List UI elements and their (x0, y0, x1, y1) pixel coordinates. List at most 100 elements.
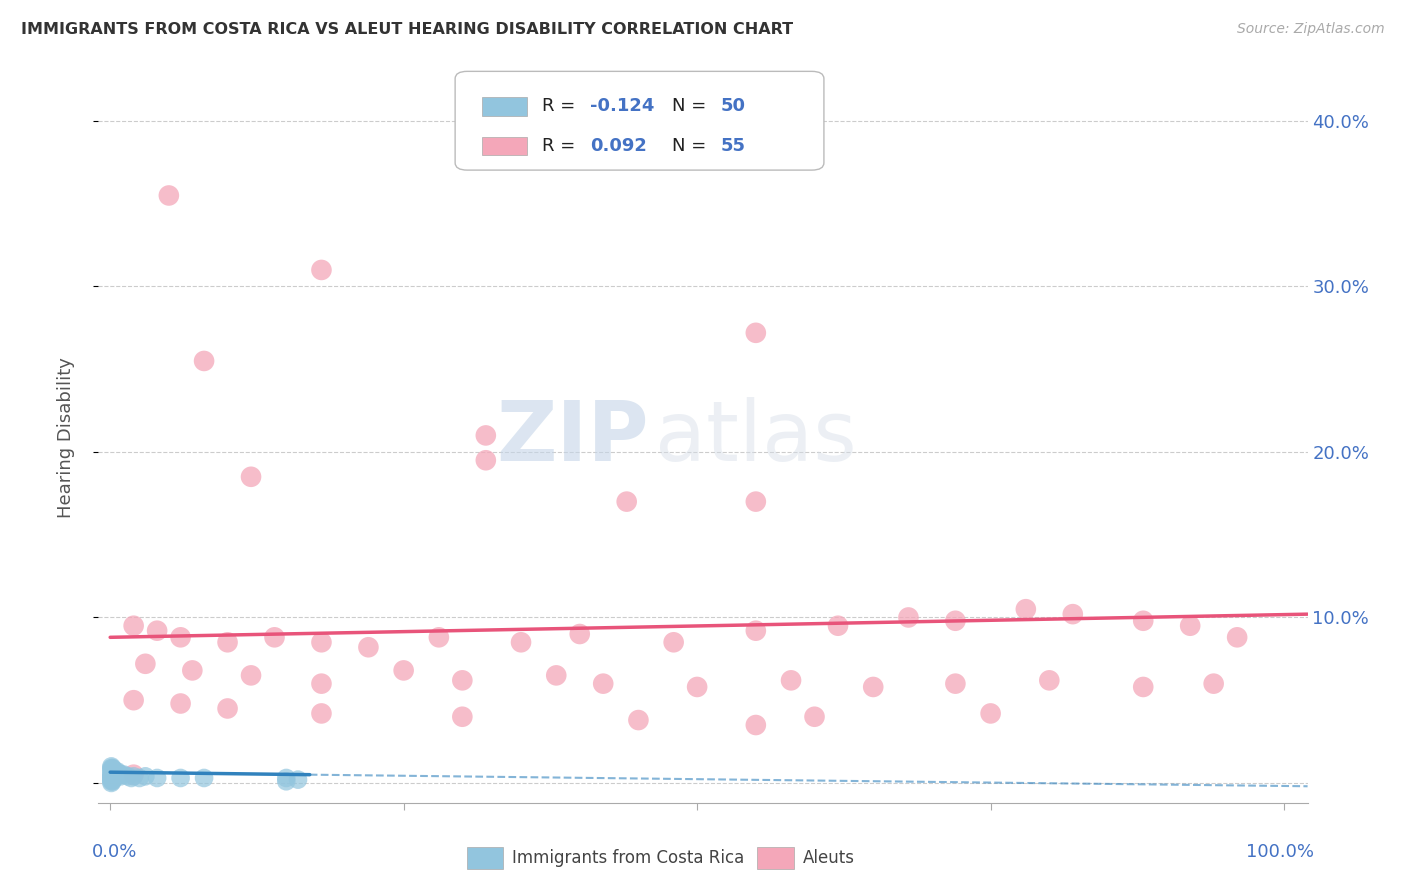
Point (100, 776, 122, 790)
Point (592, 676, 614, 690)
Point (100, 771, 122, 785)
Point (112, 767, 135, 781)
Text: Aleuts: Aleuts (803, 848, 855, 867)
Point (104, 767, 127, 781)
Point (157, 188, 180, 202)
Point (111, 767, 134, 781)
Point (100, 767, 122, 781)
Point (103, 771, 125, 785)
Point (117, 769, 139, 783)
Point (100, 774, 122, 789)
Point (263, 630, 285, 644)
Point (181, 664, 204, 678)
Point (1062, 607, 1084, 622)
Point (311, 676, 333, 690)
Point (100, 772, 122, 787)
Point (134, 769, 156, 783)
Point (105, 767, 128, 781)
Point (122, 769, 145, 783)
Text: Immigrants from Costa Rica: Immigrants from Costa Rica (512, 848, 744, 867)
Point (100, 761, 122, 775)
Point (103, 763, 125, 777)
Point (100, 759, 122, 773)
Point (1015, 602, 1038, 616)
Point (311, 263, 333, 277)
Text: 100.0%: 100.0% (1246, 843, 1313, 861)
Text: Source: ZipAtlas.com: Source: ZipAtlas.com (1237, 22, 1385, 37)
Point (980, 706, 1002, 721)
Point (128, 771, 150, 785)
Point (101, 764, 124, 779)
Point (945, 614, 967, 628)
Point (745, 326, 768, 340)
Point (101, 767, 124, 781)
Point (686, 680, 709, 694)
Point (803, 710, 825, 724)
Point (105, 766, 128, 780)
Text: N =: N = (672, 137, 713, 155)
Point (104, 769, 127, 783)
Point (146, 624, 169, 638)
Point (451, 673, 474, 688)
Point (120, 771, 142, 785)
Point (945, 676, 967, 690)
Point (100, 763, 122, 777)
Point (627, 713, 650, 727)
Text: -0.124: -0.124 (591, 97, 654, 115)
Point (103, 766, 125, 780)
Point (546, 668, 568, 682)
Point (122, 767, 145, 781)
Point (287, 772, 309, 787)
Point (1038, 673, 1060, 688)
Point (217, 635, 239, 649)
Point (451, 710, 474, 724)
Point (745, 624, 768, 638)
Point (101, 772, 124, 787)
Point (311, 635, 333, 649)
Point (105, 767, 128, 781)
Point (475, 428, 498, 442)
Text: R =: R = (541, 137, 581, 155)
Point (1180, 618, 1202, 632)
Text: 55: 55 (720, 137, 745, 155)
Y-axis label: Hearing Disability: Hearing Disability (56, 357, 75, 517)
Text: N =: N = (672, 97, 713, 115)
Point (101, 761, 124, 775)
Point (780, 673, 803, 688)
Point (745, 494, 768, 508)
Text: 0.092: 0.092 (591, 137, 647, 155)
Point (107, 766, 129, 780)
Point (510, 635, 533, 649)
Point (427, 630, 450, 644)
Point (101, 766, 124, 780)
Point (101, 774, 124, 789)
Point (103, 769, 125, 783)
Point (1202, 676, 1225, 690)
Point (134, 657, 156, 671)
Point (217, 701, 239, 715)
Point (169, 697, 191, 711)
Text: 50: 50 (720, 97, 745, 115)
Text: ZIP: ZIP (496, 397, 648, 477)
Point (146, 771, 169, 785)
Point (101, 763, 124, 777)
Point (240, 668, 263, 682)
Point (862, 680, 884, 694)
Point (475, 453, 498, 467)
Point (122, 618, 145, 632)
Point (1132, 614, 1154, 628)
FancyBboxPatch shape (482, 97, 527, 116)
Point (100, 769, 122, 783)
FancyBboxPatch shape (456, 71, 824, 170)
Point (276, 771, 298, 785)
Text: IMMIGRANTS FROM COSTA RICA VS ALEUT HEARING DISABILITY CORRELATION CHART: IMMIGRANTS FROM COSTA RICA VS ALEUT HEAR… (21, 22, 793, 37)
FancyBboxPatch shape (482, 136, 527, 155)
Point (240, 470, 263, 484)
Point (827, 618, 849, 632)
Point (101, 769, 124, 783)
Point (100, 766, 122, 780)
Point (392, 664, 415, 678)
FancyBboxPatch shape (467, 847, 503, 869)
Point (101, 771, 124, 785)
Point (662, 635, 685, 649)
